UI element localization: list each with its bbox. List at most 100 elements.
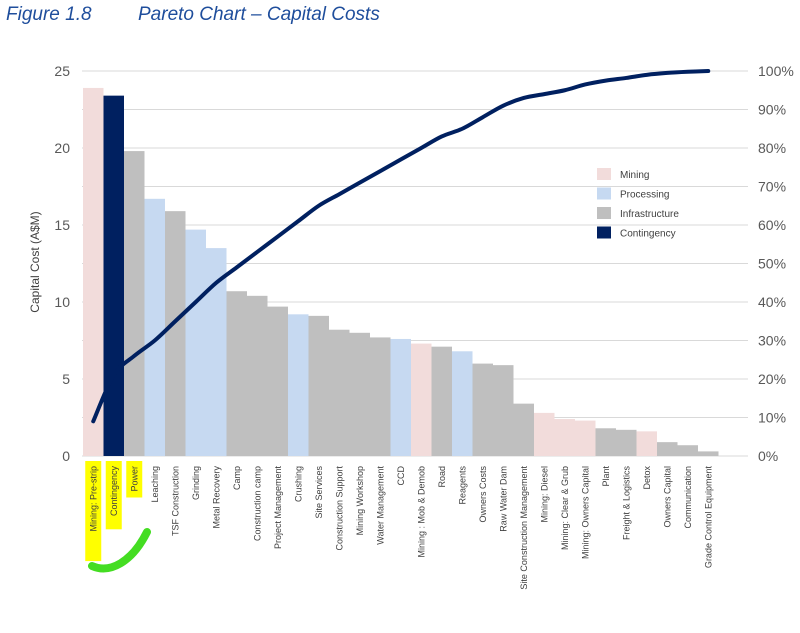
label-highlight — [126, 461, 143, 498]
x-tick-label: TSF Construction — [170, 466, 180, 536]
legend-swatch — [597, 207, 611, 219]
x-tick-label: Crushing — [293, 466, 303, 502]
label-highlights — [85, 461, 143, 562]
bar — [513, 403, 534, 456]
bar — [390, 338, 411, 456]
y2-tick-label: 60% — [758, 217, 786, 233]
y-axis-title: Capital Cost (A$M) — [28, 211, 42, 312]
pen-annotation-stroke — [88, 528, 151, 573]
cumulative-series — [91, 69, 711, 424]
legend-label: Processing — [620, 190, 669, 201]
bar — [124, 151, 145, 456]
x-tick-label: Road — [437, 466, 447, 488]
x-tick-label: Project Management — [273, 466, 283, 550]
bar — [493, 365, 514, 456]
x-tick-label: Communication — [683, 466, 693, 529]
x-tick-label: Mining: Clear & Grub — [560, 466, 570, 550]
x-tick-label: Reagents — [457, 466, 467, 505]
y2-tick-label: 50% — [758, 256, 786, 272]
label-highlight — [105, 461, 122, 530]
bar — [83, 87, 104, 456]
bar — [308, 315, 329, 456]
y-tick-label: 0 — [62, 448, 70, 464]
x-axis-labels: Mining: Pre-strip Contingency Power Leachin… — [88, 466, 713, 590]
legend: Mining Processing Infrastructure Contingenc… — [597, 168, 679, 240]
x-tick-label: Contingency — [109, 466, 119, 517]
bar — [534, 412, 555, 456]
bar — [247, 295, 268, 456]
x-tick-label: Mining: Pre-strip — [88, 466, 98, 532]
bar — [349, 332, 370, 456]
x-tick-label: Leaching — [150, 466, 160, 503]
y-tick-label: 15 — [54, 217, 70, 233]
bar — [431, 346, 452, 456]
y-tick-label: 5 — [62, 371, 70, 387]
x-tick-label: Construction camp — [252, 466, 262, 541]
x-tick-label: CCD — [396, 466, 406, 486]
y2-tick-label: 20% — [758, 371, 786, 387]
label-highlight — [85, 461, 102, 562]
y2-tick-label: 90% — [758, 102, 786, 118]
bar — [185, 229, 206, 456]
legend-swatch — [597, 226, 611, 239]
bar — [370, 337, 391, 456]
x-tick-label: Mining : Mob & Demob — [416, 466, 426, 558]
y-axis-ticks: 0 5 10 15 20 25 — [54, 63, 70, 464]
y2-tick-label: 30% — [758, 333, 786, 349]
bar — [595, 428, 616, 456]
legend-swatch — [597, 187, 611, 200]
cumulative-line — [91, 69, 711, 424]
legend-label: Contingency — [620, 229, 676, 240]
legend-swatch — [597, 168, 611, 180]
bar-series — [83, 87, 719, 456]
x-tick-label: Camp — [232, 466, 242, 490]
bar — [554, 419, 575, 456]
x-tick-label: Detox — [642, 466, 652, 490]
y2-tick-label: 0% — [758, 448, 778, 464]
x-tick-label: Owners Capital — [662, 466, 672, 528]
y2-tick-label: 80% — [758, 140, 786, 156]
bar — [657, 442, 678, 456]
bar — [267, 306, 288, 456]
y2-tick-label: 100% — [758, 63, 794, 79]
y2-axis-ticks: 0% 10% 20% 30% 40% 50% 60% 70% 80% 90% 100% — [758, 63, 794, 464]
bar — [226, 291, 247, 456]
y2-tick-label: 10% — [758, 410, 786, 426]
x-tick-label: Raw Water Dam — [498, 466, 508, 532]
bar — [288, 314, 309, 456]
x-tick-label: Power — [129, 466, 139, 492]
x-tick-label: Owners Costs — [478, 466, 488, 523]
x-tick-label: Grinding — [191, 466, 201, 500]
bar — [698, 451, 719, 456]
bar — [165, 211, 186, 456]
y2-tick-label: 40% — [758, 294, 786, 310]
y2-tick-label: 70% — [758, 179, 786, 195]
bar — [206, 248, 227, 456]
x-tick-label: Mining: Owners Capital — [580, 466, 590, 559]
bar — [636, 431, 657, 456]
y-tick-label: 10 — [54, 294, 70, 310]
bar — [452, 351, 473, 456]
bar — [411, 343, 432, 456]
bar — [103, 95, 124, 456]
x-tick-label: Site Construction Management — [519, 466, 529, 590]
x-tick-label: Freight & Logistics — [621, 466, 631, 541]
bar — [616, 429, 637, 456]
x-tick-label: Grade Control Equipment — [703, 466, 713, 569]
y-tick-label: 25 — [54, 63, 70, 79]
figure-number: Figure 1.8 — [6, 4, 92, 25]
x-tick-label: Mining: Diesel — [539, 466, 549, 523]
x-tick-label: Mining Workshop — [355, 466, 365, 535]
bar — [677, 445, 698, 456]
x-tick-label: Construction Support — [334, 466, 344, 551]
legend-label: Mining — [620, 170, 649, 181]
bar — [575, 420, 596, 456]
x-tick-label: Site Services — [314, 466, 324, 519]
figure-title: Pareto Chart – Capital Costs — [138, 4, 380, 25]
legend-label: Infrastructure — [620, 209, 679, 220]
x-tick-label: Water Management — [375, 466, 385, 545]
x-tick-label: Plant — [601, 466, 611, 487]
x-tick-label: Metal Recovery — [211, 466, 221, 529]
y-tick-label: 20 — [54, 140, 70, 156]
